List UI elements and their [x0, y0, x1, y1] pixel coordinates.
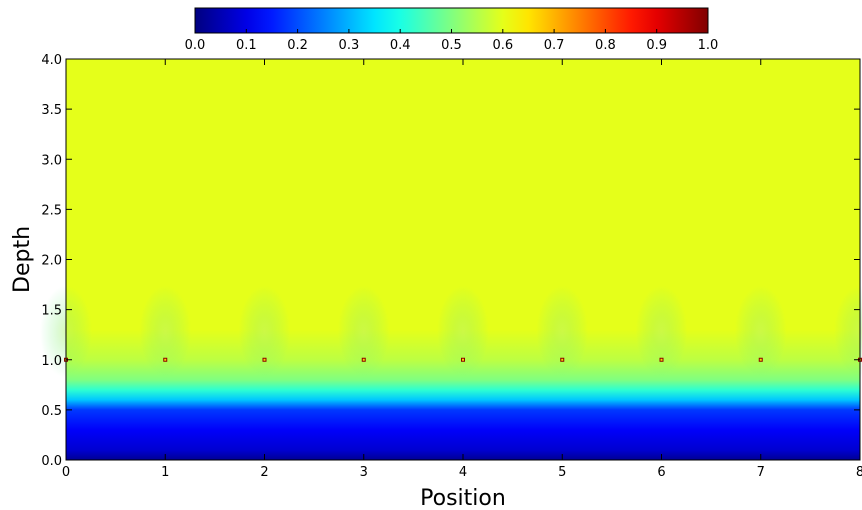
- source-halo: [337, 285, 390, 378]
- source-point-core: [660, 358, 663, 361]
- source-halo: [437, 285, 489, 378]
- x-tick-label: 5: [558, 465, 566, 480]
- source-halo: [139, 285, 192, 378]
- source-halo: [536, 285, 589, 378]
- colorbar-tick-label: 0.3: [339, 38, 360, 53]
- colorbar: 0.0 0.1 0.2 0.3 0.4 0.5 0.6 0.7 0.8 0.9 1.0: [185, 7, 719, 53]
- source-point-core: [164, 358, 167, 361]
- y-tick-label: 2.0: [41, 254, 62, 269]
- source-halo: [834, 285, 862, 378]
- colorbar-tick-label: 0.6: [492, 38, 513, 53]
- x-tick-label: 4: [459, 465, 467, 480]
- source-point-core: [362, 358, 365, 361]
- heatmap-field: [66, 59, 860, 460]
- plot-area: [40, 59, 862, 460]
- x-axis-label: Position: [420, 486, 506, 510]
- source-halo: [635, 285, 688, 378]
- colorbar-tick-label: 0.5: [441, 38, 462, 53]
- source-halo: [734, 285, 787, 378]
- y-tick-label: 2.5: [41, 203, 62, 218]
- colorbar-tick-label: 0.1: [236, 38, 257, 53]
- colorbar-tick-label: 0.8: [595, 38, 616, 53]
- colorbar-tick-label: 1.0: [698, 38, 719, 53]
- x-tick-label: 0: [62, 465, 70, 480]
- x-tick-label: 7: [757, 465, 765, 480]
- axes: 0 1 2 3 4 5 6 7 8 0.0 0.5 1.0 1.5 2.0 2.5 3.0 3.5 4.0: [41, 53, 862, 480]
- y-tick-label: 1.0: [41, 354, 62, 369]
- colorbar-tick-label: 0.4: [390, 38, 411, 53]
- colorbar-gradient: [194, 7, 709, 34]
- y-tick-label: 0.0: [41, 454, 62, 469]
- x-tick-label: 3: [360, 465, 368, 480]
- source-point-core: [759, 358, 762, 361]
- y-tick-label: 0.5: [41, 404, 62, 419]
- y-tick-label: 3.5: [41, 103, 62, 118]
- x-tick-label: 8: [856, 465, 862, 480]
- y-tick-label: 3.0: [41, 153, 62, 168]
- colorbar-tick-label: 0.9: [646, 38, 667, 53]
- y-tick-label: 4.0: [41, 53, 62, 68]
- y-tick-label: 1.5: [41, 304, 62, 319]
- source-halo: [238, 285, 291, 378]
- source-point-core: [561, 358, 564, 361]
- colorbar-tick-label: 0.7: [544, 38, 565, 53]
- y-axis-label: Depth: [10, 226, 35, 293]
- source-point-core: [263, 358, 266, 361]
- source-point-core: [462, 358, 464, 361]
- x-tick-label: 2: [260, 465, 268, 480]
- colorbar-tick-label: 0.0: [185, 38, 206, 53]
- colorbar-tick-label: 0.2: [287, 38, 308, 53]
- x-tick-label: 6: [657, 465, 665, 480]
- x-tick-label: 1: [161, 465, 169, 480]
